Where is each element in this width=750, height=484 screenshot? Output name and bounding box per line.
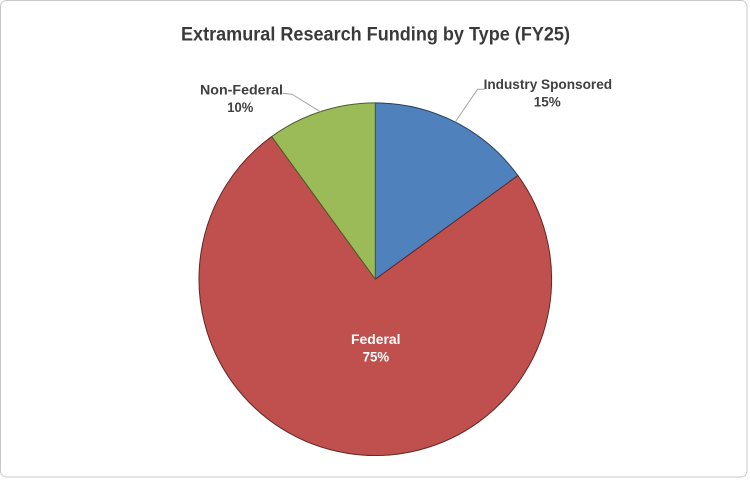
svg-text:Industry Sponsored: Industry Sponsored bbox=[484, 76, 612, 92]
svg-text:10%: 10% bbox=[227, 99, 254, 115]
svg-text:Federal: Federal bbox=[351, 331, 401, 347]
svg-text:15%: 15% bbox=[534, 93, 562, 109]
svg-text:75%: 75% bbox=[363, 348, 390, 364]
svg-text:Extramural Research Funding by: Extramural Research Funding by Type (FY2… bbox=[181, 24, 570, 45]
svg-text:Non-Federal: Non-Federal bbox=[200, 82, 283, 98]
